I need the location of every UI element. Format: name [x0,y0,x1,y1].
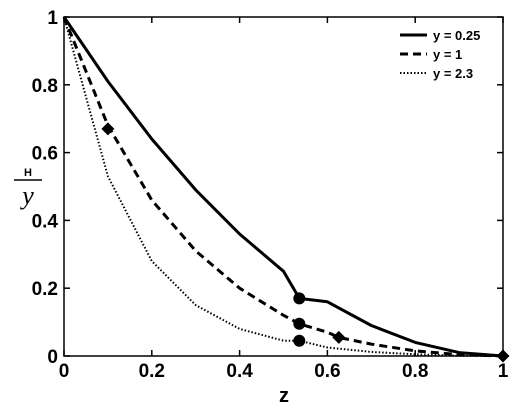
x-tick-label: 0.6 [314,361,340,382]
y-tick-label: 0.8 [32,76,58,97]
axes: 0 0.2 0.4 0.6 0.8 1 0 0.2 0.4 0.6 0.8 1 [32,8,509,382]
x-tick-label: 0.8 [402,361,428,382]
y-axis-label-numerator: H [24,167,32,179]
legend-label-2: y = 1 [433,47,462,62]
y-tick-label: 1 [47,8,58,29]
x-tick-label: 0 [59,361,70,382]
legend: y = 0.25 y = 1 y = 2.3 [400,28,480,81]
diamond-marker-5 [332,330,346,344]
y-tick-label: 0.4 [32,211,59,232]
axes-frame [63,16,504,357]
circle-marker-3 [293,334,306,347]
y-tick-label: 0 [47,347,58,368]
x-tick-label: 0.4 [226,361,253,382]
x-tick-label: 1 [498,361,509,382]
y-tick-label: 0.6 [32,144,58,165]
legend-label-3: y = 2.3 [433,66,473,81]
y-tick-label: 0.2 [32,279,58,300]
plot-area [62,16,510,363]
x-axis-label: z [279,385,289,407]
circle-marker-2 [293,317,306,330]
diamond-marker-4 [101,122,115,136]
x-tick-label: 0.2 [139,361,165,382]
series-line-1 [62,16,504,358]
legend-label-1: y = 0.25 [433,28,480,43]
y-axis-label-denominator: y [19,181,34,210]
circle-marker-1 [293,292,306,305]
